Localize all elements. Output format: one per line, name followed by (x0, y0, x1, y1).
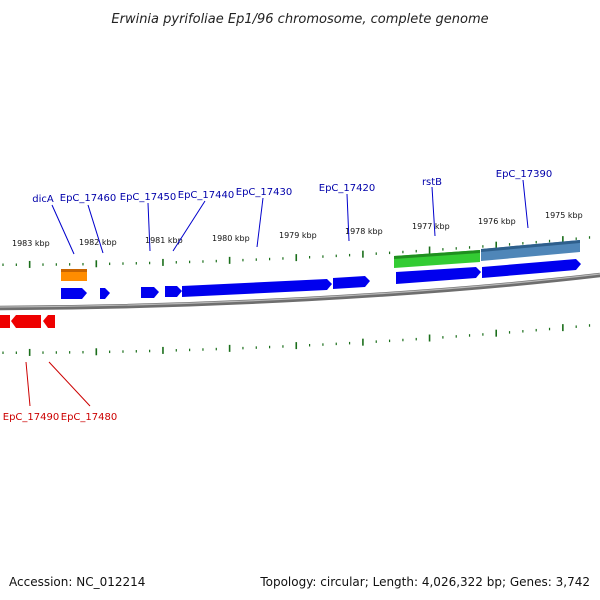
scale-label-1982: 1982 kbp (79, 238, 117, 247)
gene-arrow-dicA[interactable] (61, 288, 87, 299)
gene-arrow-EpC_17480-part[interactable] (43, 315, 55, 328)
gene-label-EpC_17480[interactable]: EpC_17480 (61, 412, 117, 423)
scale-labels: 1983 kbp 1982 kbp 1981 kbp 1980 kbp 1979… (12, 211, 583, 248)
gene-labels: dicA EpC_17460 EpC_17450 EpC_17440 EpC_1… (3, 169, 552, 423)
gene-arrow-EpC_17490[interactable] (0, 315, 10, 328)
scale-label-1977: 1977 kbp (412, 222, 450, 231)
gene-label-dicA[interactable]: dicA (32, 194, 54, 205)
forward-genes (61, 259, 581, 299)
chromosome-backbone-highlight (0, 273, 600, 308)
scale-label-1976: 1976 kbp (478, 217, 516, 226)
feature-steelblue-edge (481, 240, 580, 252)
reverse-callouts (25, 361, 91, 407)
length-value: 4,026,322 bp (421, 575, 502, 589)
map-title: Erwinia pyrifoliae Ep1/96 chromosome, co… (111, 12, 488, 27)
scale-label-1975: 1975 kbp (545, 211, 583, 220)
accession-value: NC_012214 (76, 575, 146, 589)
accession-label: Accession: (9, 575, 73, 589)
forward-scale-ticks (2, 236, 591, 268)
genes-value: 3,742 (555, 575, 590, 589)
scale-label-1978: 1978 kbp (345, 227, 383, 236)
gene-label-EpC_17460[interactable]: EpC_17460 (60, 193, 116, 204)
gene-arrow-EpC_17440[interactable] (165, 286, 182, 297)
gene-arrow-EpC_17480[interactable] (11, 315, 41, 328)
forward-callouts (51, 179, 529, 255)
gene-arrow-EpC_17390[interactable] (482, 259, 581, 278)
gene-label-EpC_17390[interactable]: EpC_17390 (496, 169, 552, 180)
reverse-scale-ticks (2, 324, 591, 356)
length-label: Length: (372, 575, 419, 589)
genome-summary: Topology: circular; Length: 4,026,322 bp… (260, 575, 590, 589)
gene-label-EpC_17490[interactable]: EpC_17490 (3, 412, 59, 423)
feature-orange-edge (61, 269, 87, 272)
gene-label-EpC_17440[interactable]: EpC_17440 (178, 190, 234, 201)
topology-label: Topology: (260, 575, 317, 589)
scale-label-1980: 1980 kbp (212, 234, 250, 243)
chromosome-backbone (0, 272, 600, 311)
gene-label-rstB[interactable]: rstB (422, 177, 442, 188)
scale-label-1979: 1979 kbp (279, 231, 317, 240)
scale-label-1983: 1983 kbp (12, 239, 50, 248)
feature-green-edge (394, 250, 480, 259)
topology-value: circular (320, 575, 365, 589)
gene-arrow-EpC_17460[interactable] (100, 288, 110, 299)
gene-arrow-EpC_17430[interactable] (182, 279, 332, 297)
gene-arrow-rstB[interactable] (396, 267, 481, 284)
callout-dicA (51, 204, 75, 255)
gene-label-EpC_17450[interactable]: EpC_17450 (120, 192, 176, 203)
scale-label-1981: 1981 kbp (145, 236, 183, 245)
gene-label-EpC_17430[interactable]: EpC_17430 (236, 187, 292, 198)
accession-info: Accession: NC_012214 (9, 575, 145, 589)
gene-arrow-EpC_17420[interactable] (333, 276, 370, 289)
genes-label: Genes: (509, 575, 552, 589)
reverse-genes (0, 315, 55, 328)
gene-arrow-EpC_17450[interactable] (141, 287, 159, 298)
gene-label-EpC_17420[interactable]: EpC_17420 (319, 183, 375, 194)
